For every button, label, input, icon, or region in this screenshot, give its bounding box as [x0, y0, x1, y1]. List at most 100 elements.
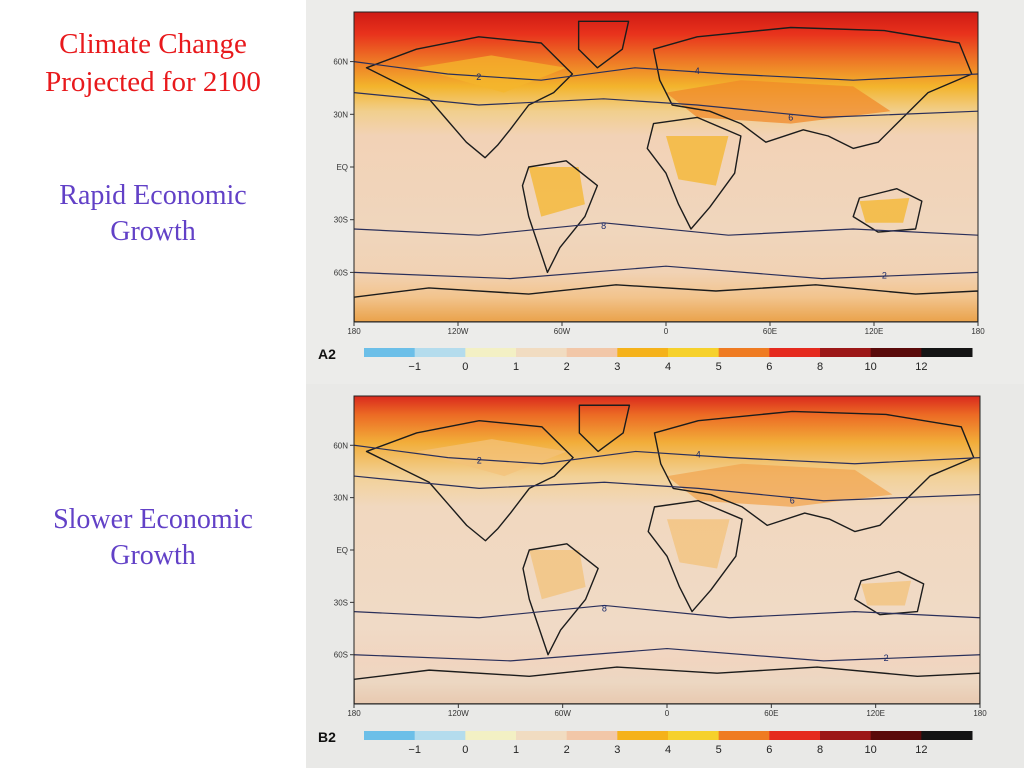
lon-label: 0: [664, 327, 669, 336]
colorbar-swatch: [566, 731, 618, 740]
lon-label: 0: [665, 709, 670, 718]
colorbar-tick-label: 1: [513, 361, 519, 373]
colorbar-tick-label: 8: [817, 744, 823, 756]
coastline-antarctica: [354, 284, 978, 322]
map-scan-a2: 2 4 6 8 2 60N 30N EQ 30S 60S 180 120W 60W 0 60E 120E 180…: [306, 0, 1024, 384]
colorbar-swatch: [617, 348, 669, 357]
colorbar-swatch: [516, 348, 568, 357]
colorbar-swatch: [769, 731, 821, 740]
coastline-greenland: [577, 20, 630, 69]
slide-title-line-1: Climate Change: [59, 28, 247, 60]
lon-label: 120W: [448, 327, 469, 336]
colorbar-swatch: [718, 348, 770, 357]
panel-code: B2: [318, 729, 336, 745]
colorbar-tick-label: 4: [665, 744, 671, 756]
lat-label: 30S: [334, 598, 348, 607]
colorbar-tick-label: −1: [408, 361, 421, 373]
contour-line: [354, 222, 978, 236]
warming-region: [416, 439, 567, 477]
coastline-greenland: [578, 404, 631, 453]
scenario-b2-line-1: Slower Economic: [53, 504, 253, 535]
contour-label: 8: [602, 604, 607, 614]
colorbar-tick-label: 5: [716, 744, 722, 756]
colorbar-tick-label: −1: [408, 744, 421, 756]
contour-line: [354, 647, 980, 662]
colorbar-swatch: [820, 348, 872, 357]
scenario-b2-line-2: Growth: [110, 540, 196, 572]
colorbar-tick-label: 6: [766, 361, 772, 373]
warming-region: [667, 463, 893, 507]
colorbar-tick-label: 2: [564, 744, 570, 756]
coastline-africa: [646, 116, 742, 230]
colorbar-swatch: [465, 348, 517, 357]
contour-line: [354, 475, 980, 502]
contour-label: 6: [788, 112, 793, 122]
lat-label: 60S: [334, 651, 348, 660]
coastline-eurasia: [652, 26, 973, 150]
scenario-a2-line-2: Growth: [110, 216, 196, 248]
contour-line: [354, 604, 980, 619]
warming-region: [666, 80, 891, 124]
colorbar-swatch: [364, 731, 416, 740]
contour-label: 2: [476, 72, 481, 82]
map-body: 2 4 6 8 2: [354, 12, 978, 322]
lat-label: 60N: [333, 441, 348, 450]
slide-title-line-2: Projected for 2100: [45, 65, 261, 98]
colorbar-tick-label: 6: [766, 744, 772, 756]
colorbar-tick-label: 10: [865, 361, 877, 373]
coastline-northAmerica: [365, 36, 574, 159]
colorbar-tick-label: 0: [462, 361, 468, 373]
colorbar-swatch: [870, 348, 922, 357]
warming-region: [667, 519, 730, 569]
colorbar-swatch: [617, 731, 669, 740]
panel-code: A2: [318, 346, 336, 362]
colorbar-tick-label: 12: [915, 361, 927, 373]
colorbar-swatch: [870, 731, 922, 740]
contour-label: 2: [884, 653, 889, 663]
lon-label: 120E: [866, 709, 885, 718]
lon-label: 120W: [448, 709, 469, 718]
lon-label: 180: [347, 327, 361, 336]
colorbar-swatch: [820, 731, 872, 740]
lon-label: 180: [971, 327, 985, 336]
colorbar-tick-label: 4: [665, 361, 671, 373]
contour-label: 2: [477, 456, 482, 466]
contour-line: [354, 61, 978, 81]
colorbar-swatch: [921, 348, 973, 357]
lon-label: 60E: [763, 327, 777, 336]
colorbar-swatch: [668, 731, 720, 740]
colorbar-tick-label: 3: [614, 361, 620, 373]
lat-label: 30S: [334, 216, 348, 225]
lon-label: 180: [347, 709, 361, 718]
scenario-a2-title: Rapid Economic Growth: [0, 178, 306, 251]
lat-label: EQ: [336, 546, 348, 555]
scenario-a2-line-1: Rapid Economic: [59, 180, 247, 211]
lon-label: 60W: [554, 327, 571, 336]
coastline-antarctica: [354, 666, 980, 704]
lat-label: 60N: [333, 58, 348, 67]
lat-label: 60S: [334, 268, 348, 277]
colorbar-swatch: [516, 731, 568, 740]
lat-label: 30N: [333, 494, 348, 503]
coastline-southAmerica: [522, 543, 599, 656]
scenario-b2-title: Slower Economic Growth: [0, 502, 306, 575]
lon-label: 60W: [554, 709, 571, 718]
coastline-africa: [647, 500, 743, 613]
colorbar-tick-label: 8: [817, 361, 823, 373]
coastline-northAmerica: [365, 419, 574, 542]
lat-label: 30N: [333, 110, 348, 119]
map-body: 2 4 6 8 2: [354, 396, 980, 704]
warming-region: [859, 198, 910, 223]
warming-region: [529, 550, 586, 600]
colorbar-swatch: [414, 731, 466, 740]
colorbar-swatch: [364, 348, 416, 357]
warming-region: [416, 55, 567, 93]
coastline-eurasia: [653, 410, 975, 533]
warming-region: [528, 167, 585, 217]
colorbar-tick-label: 5: [716, 361, 722, 373]
lon-label: 60E: [764, 709, 778, 718]
contour-line: [354, 92, 978, 119]
contour-label: 4: [695, 66, 700, 76]
